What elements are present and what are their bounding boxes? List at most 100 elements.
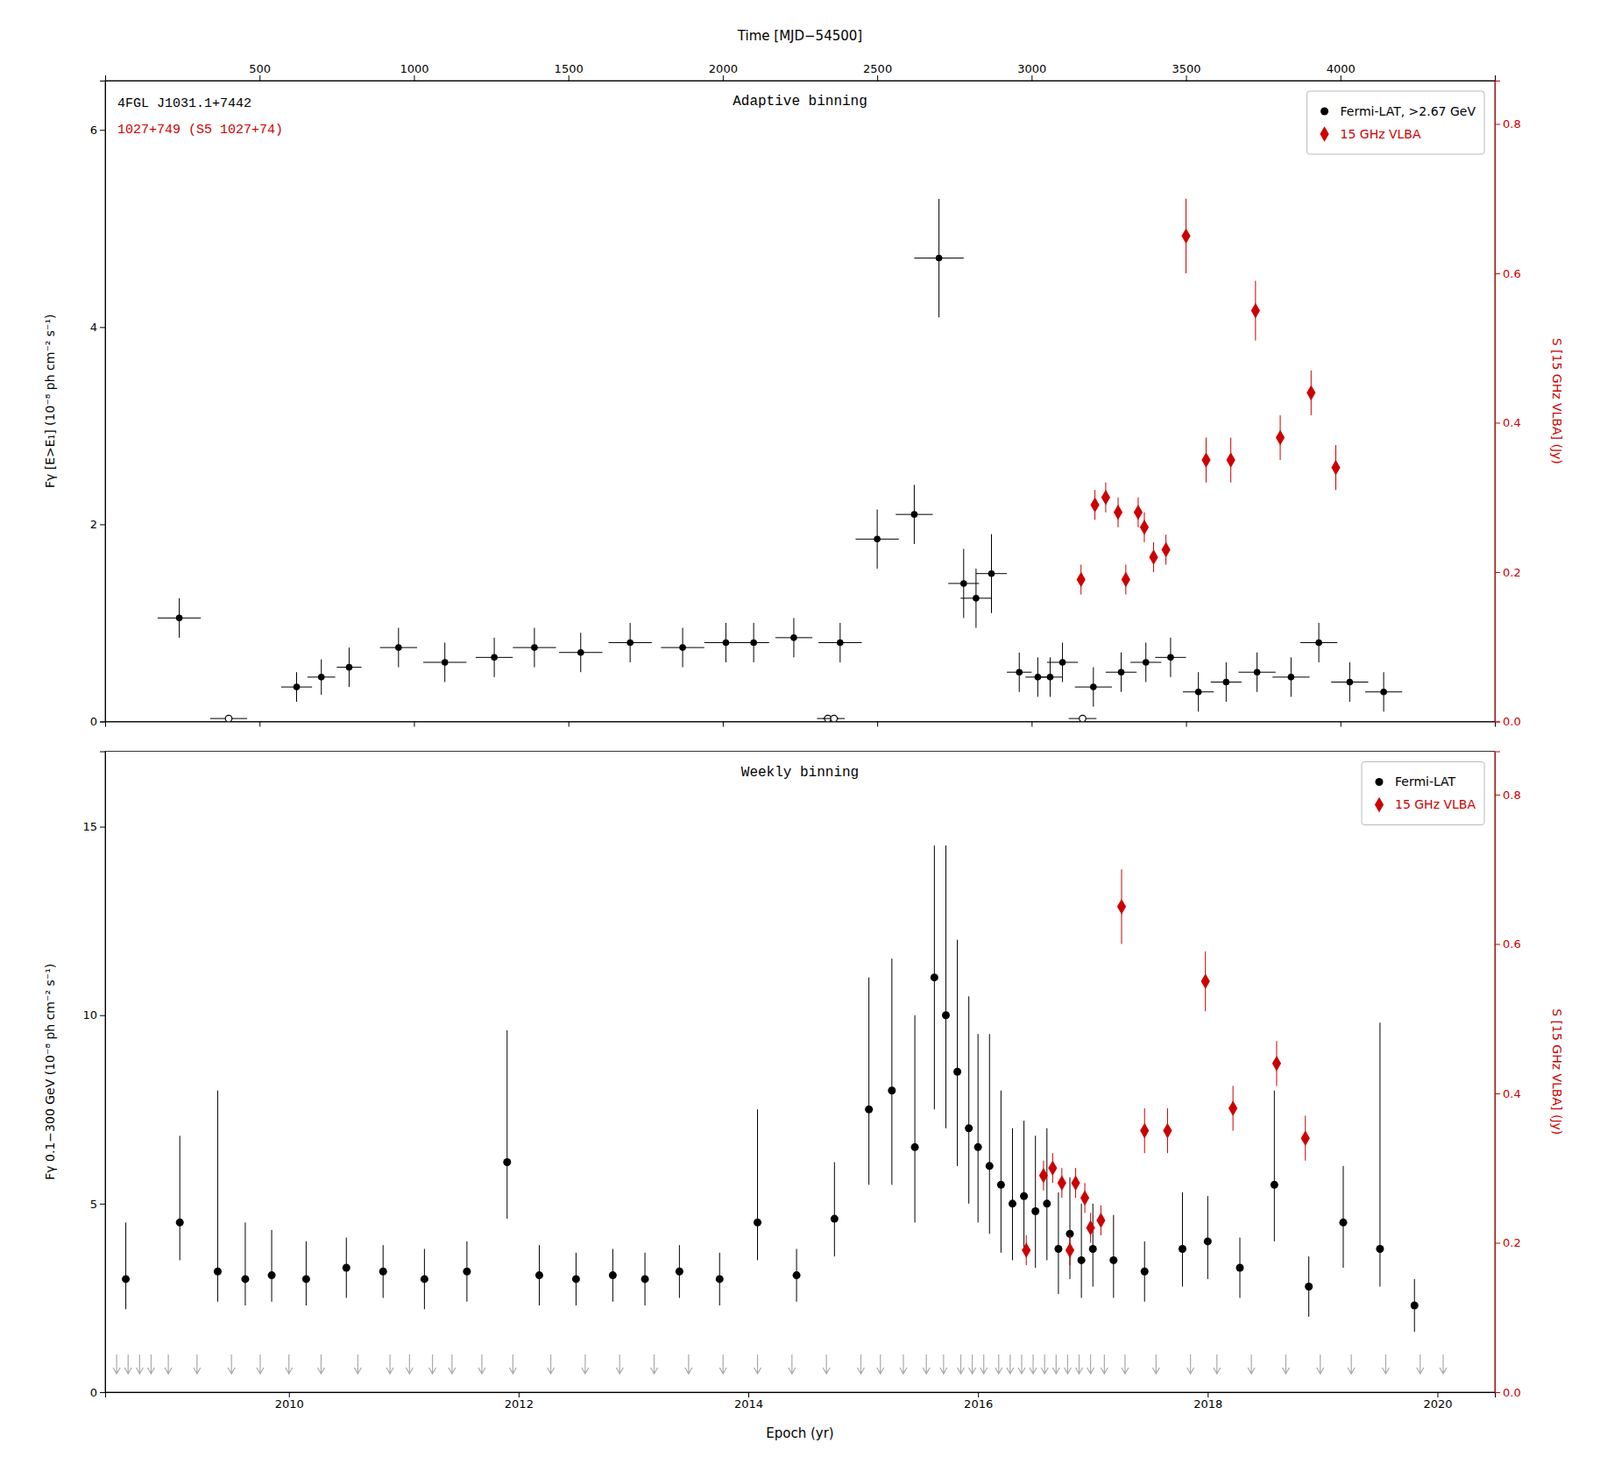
tick-label: 1500 — [554, 62, 584, 76]
tick-mark — [99, 129, 106, 131]
legend-symbol — [1319, 126, 1329, 142]
legend: Fermi-LAT, >2.67 GeV15 GHz VLBA — [1307, 91, 1485, 155]
y-error-bar — [1069, 1177, 1071, 1280]
upper-limit — [1063, 1354, 1071, 1374]
point — [1139, 1123, 1149, 1140]
axis-line — [99, 751, 107, 1394]
y-error-bar — [271, 1230, 273, 1303]
point — [176, 615, 184, 623]
point — [1113, 504, 1123, 521]
tick-mark — [1494, 422, 1501, 424]
tick-label: 4 — [90, 320, 98, 334]
y-error-bar — [834, 1162, 836, 1258]
upper-limit — [899, 1354, 907, 1374]
point — [1019, 1192, 1028, 1201]
point — [1223, 679, 1231, 687]
point — [1059, 658, 1067, 666]
upper-limit — [509, 1354, 517, 1374]
y-axis-title: Fγ [E>E₁] (10⁻⁸ ph cm⁻² s⁻¹) — [42, 313, 57, 489]
point — [830, 1215, 839, 1224]
tick-label: 6 — [90, 123, 98, 137]
tick — [1340, 722, 1342, 728]
tick: 0 — [90, 715, 106, 729]
upper-limit — [547, 1354, 555, 1374]
y2-axis-title: S [15 GHz VLBA] (Jy) — [1550, 1008, 1565, 1135]
tick: 15 — [82, 820, 106, 834]
point — [577, 649, 585, 657]
point — [1178, 1245, 1187, 1254]
upper-limit — [1052, 1354, 1060, 1374]
tick-mark — [568, 75, 570, 81]
point — [608, 1271, 617, 1280]
point — [1021, 1242, 1031, 1259]
point — [830, 715, 838, 722]
point — [1301, 1130, 1310, 1147]
upper-limit — [1018, 1354, 1026, 1374]
point — [1167, 654, 1175, 662]
point — [1086, 1220, 1096, 1237]
upper-limit — [1029, 1354, 1037, 1374]
point — [641, 1274, 650, 1283]
point — [1251, 303, 1261, 319]
tick: 2012 — [504, 1392, 534, 1411]
point — [1065, 1242, 1075, 1259]
y-error-bar — [179, 1135, 181, 1261]
series — [210, 715, 1098, 722]
point — [873, 536, 881, 544]
tick: 0 — [90, 1386, 106, 1400]
point — [974, 1143, 983, 1152]
point — [960, 580, 968, 588]
tick-label: 2016 — [963, 1397, 993, 1411]
upper-limit — [193, 1354, 201, 1374]
upper-limit — [980, 1354, 988, 1374]
upper-limit — [1416, 1354, 1424, 1374]
tick-mark — [413, 722, 415, 728]
tick: 0.2 — [1494, 1236, 1522, 1250]
point — [1079, 715, 1087, 722]
tick-mark — [1340, 75, 1342, 81]
tick-label: 2012 — [504, 1397, 534, 1411]
point — [1161, 542, 1171, 559]
point — [176, 1218, 185, 1227]
upper-limit — [822, 1354, 830, 1374]
point — [1228, 1100, 1238, 1117]
upper-limit — [124, 1354, 132, 1374]
upper-limit — [685, 1354, 693, 1374]
tick — [722, 722, 724, 728]
upper-limit — [1187, 1354, 1195, 1374]
upper-limit — [1152, 1354, 1160, 1374]
tick-mark — [877, 722, 878, 728]
tick-label: 0.6 — [1502, 267, 1522, 281]
y-error-bar — [1342, 1166, 1344, 1268]
tick-mark — [289, 1392, 291, 1398]
x-axis: 201020122014201620182020 — [106, 1392, 1496, 1411]
axis-line — [106, 75, 1496, 82]
tick-mark — [99, 523, 106, 525]
point — [268, 1271, 277, 1280]
tick-mark — [1207, 1392, 1209, 1398]
legend-symbol — [1374, 797, 1384, 814]
upper-limit — [788, 1354, 796, 1374]
upper-limit — [877, 1354, 885, 1374]
tick-mark — [99, 722, 106, 723]
tick-label: 0.4 — [1502, 1087, 1522, 1101]
point — [1047, 673, 1055, 681]
upper-limit — [940, 1354, 948, 1374]
tick: 0.4 — [1494, 416, 1522, 430]
point — [502, 1158, 511, 1167]
point — [988, 570, 996, 578]
y-error-bar — [1046, 1128, 1048, 1261]
y-error-bar — [956, 940, 958, 1167]
tick-mark — [722, 75, 724, 81]
y-error-bar — [125, 1222, 127, 1310]
point — [1090, 683, 1098, 691]
point — [790, 634, 798, 642]
plot-frame — [105, 751, 1495, 1394]
tick-mark — [413, 75, 415, 81]
point — [1117, 899, 1126, 915]
upper-limit — [1121, 1354, 1129, 1374]
legend: Fermi-LAT15 GHz VLBA — [1361, 762, 1485, 826]
point — [1162, 1123, 1172, 1140]
point — [1338, 1218, 1347, 1227]
series — [121, 845, 1419, 1332]
